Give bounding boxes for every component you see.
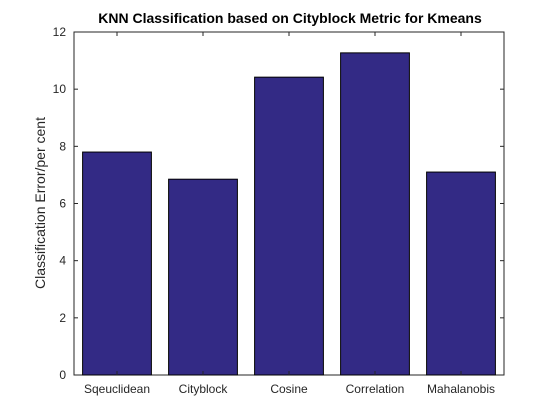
y-tick-label: 8	[59, 139, 66, 153]
bars	[82, 52, 496, 376]
x-tick-label: Correlation	[346, 382, 405, 396]
y-tick-label: 0	[59, 368, 66, 382]
x-tick-label: Cityblock	[179, 382, 229, 396]
y-tick-label: 10	[53, 82, 67, 96]
x-axis-ticks: Sqeuclidean Cityblock Cosine Correlation Mah…	[84, 32, 495, 396]
x-tick-label: Cosine	[270, 382, 308, 396]
chart-title: KNN Classification based on Cityblock Me…	[98, 10, 482, 26]
bar-cityblock	[168, 178, 238, 376]
y-axis-label: Classification Error/per cent	[32, 117, 48, 289]
y-tick-label: 12	[53, 25, 67, 39]
bar-cosine	[254, 76, 324, 376]
bar-sqeuclidean	[82, 151, 152, 376]
y-tick-label: 4	[59, 254, 66, 268]
bar-correlation	[340, 52, 410, 376]
x-tick-label: Sqeuclidean	[84, 382, 150, 396]
x-tick-label: Mahalanobis	[427, 382, 495, 396]
y-axis-ticks: 0 2 4 6 8 10 12	[53, 25, 504, 382]
y-tick-label: 2	[59, 311, 66, 325]
y-tick-label: 6	[59, 197, 66, 211]
bar-mahalanobis	[426, 171, 496, 376]
